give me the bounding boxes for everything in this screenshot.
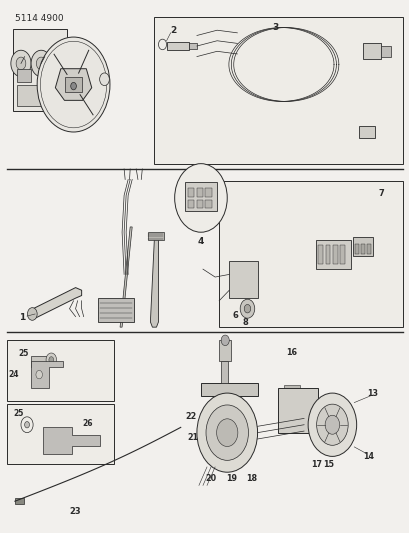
Text: 26: 26 — [82, 418, 93, 427]
Bar — [354, 244, 358, 254]
Bar — [220, 361, 228, 383]
Circle shape — [99, 73, 109, 86]
Circle shape — [308, 393, 356, 456]
Bar — [317, 245, 322, 264]
Circle shape — [36, 370, 42, 379]
Polygon shape — [31, 288, 81, 319]
Bar — [15, 498, 24, 504]
Bar — [187, 200, 193, 208]
Bar — [219, 341, 231, 361]
Text: 22: 22 — [185, 413, 196, 421]
Bar — [315, 240, 350, 269]
Bar — [17, 69, 31, 82]
Circle shape — [280, 423, 286, 430]
Text: 14: 14 — [362, 452, 373, 461]
Bar — [184, 182, 217, 211]
Circle shape — [316, 404, 347, 445]
Bar — [325, 245, 330, 264]
Polygon shape — [120, 227, 132, 327]
Bar — [362, 43, 380, 59]
Circle shape — [31, 50, 51, 77]
Text: 25: 25 — [14, 409, 24, 418]
Polygon shape — [150, 238, 158, 327]
Circle shape — [244, 304, 250, 313]
Circle shape — [196, 393, 257, 472]
Bar — [196, 200, 202, 208]
Bar — [205, 200, 211, 208]
FancyBboxPatch shape — [154, 17, 402, 164]
Text: 18: 18 — [245, 474, 256, 483]
Text: 24: 24 — [9, 370, 19, 379]
Bar — [17, 85, 63, 106]
Text: 16: 16 — [286, 348, 297, 357]
Bar — [189, 43, 196, 49]
Bar — [358, 126, 374, 139]
Bar — [277, 388, 317, 433]
Bar — [31, 356, 47, 367]
Bar — [166, 42, 189, 50]
Circle shape — [70, 83, 76, 90]
Circle shape — [11, 50, 31, 77]
FancyBboxPatch shape — [13, 29, 67, 111]
Polygon shape — [55, 69, 92, 100]
Bar — [65, 77, 81, 92]
Polygon shape — [43, 427, 100, 454]
Text: 5114 4900: 5114 4900 — [15, 14, 63, 23]
Text: 15: 15 — [322, 460, 333, 469]
Bar — [196, 189, 202, 197]
Circle shape — [25, 422, 29, 428]
Circle shape — [36, 57, 46, 70]
FancyBboxPatch shape — [219, 181, 402, 327]
Text: 23: 23 — [70, 507, 81, 516]
Text: 8: 8 — [242, 318, 248, 327]
Text: 2: 2 — [170, 26, 176, 35]
Text: 1: 1 — [19, 313, 25, 322]
Text: 7: 7 — [377, 189, 383, 198]
Circle shape — [46, 353, 56, 367]
FancyBboxPatch shape — [7, 403, 114, 464]
Text: 21: 21 — [187, 433, 198, 442]
Circle shape — [240, 299, 254, 318]
Circle shape — [324, 415, 339, 434]
Bar — [229, 261, 257, 298]
Bar — [360, 244, 364, 254]
Bar — [380, 46, 390, 56]
Text: 3: 3 — [272, 23, 278, 32]
FancyBboxPatch shape — [7, 341, 114, 401]
Text: 20: 20 — [205, 474, 216, 483]
Text: 17: 17 — [310, 460, 321, 469]
Bar — [187, 189, 193, 197]
Bar — [98, 298, 134, 322]
Circle shape — [174, 164, 227, 232]
Bar — [200, 383, 257, 395]
Bar — [205, 189, 211, 197]
Bar — [147, 232, 163, 240]
Circle shape — [37, 37, 110, 132]
Bar — [332, 245, 337, 264]
Text: 13: 13 — [366, 389, 378, 398]
Bar — [366, 244, 370, 254]
Text: 19: 19 — [225, 474, 236, 483]
Circle shape — [49, 357, 54, 363]
Bar — [283, 385, 299, 401]
Circle shape — [307, 423, 312, 430]
Circle shape — [205, 405, 248, 461]
Bar — [352, 238, 372, 256]
Circle shape — [216, 419, 237, 447]
Circle shape — [220, 335, 229, 345]
Circle shape — [16, 57, 26, 70]
Polygon shape — [31, 361, 63, 388]
Text: 25: 25 — [19, 349, 29, 358]
Bar — [339, 245, 344, 264]
Text: 4: 4 — [197, 238, 204, 246]
Text: 6: 6 — [232, 311, 238, 320]
Circle shape — [27, 308, 37, 320]
